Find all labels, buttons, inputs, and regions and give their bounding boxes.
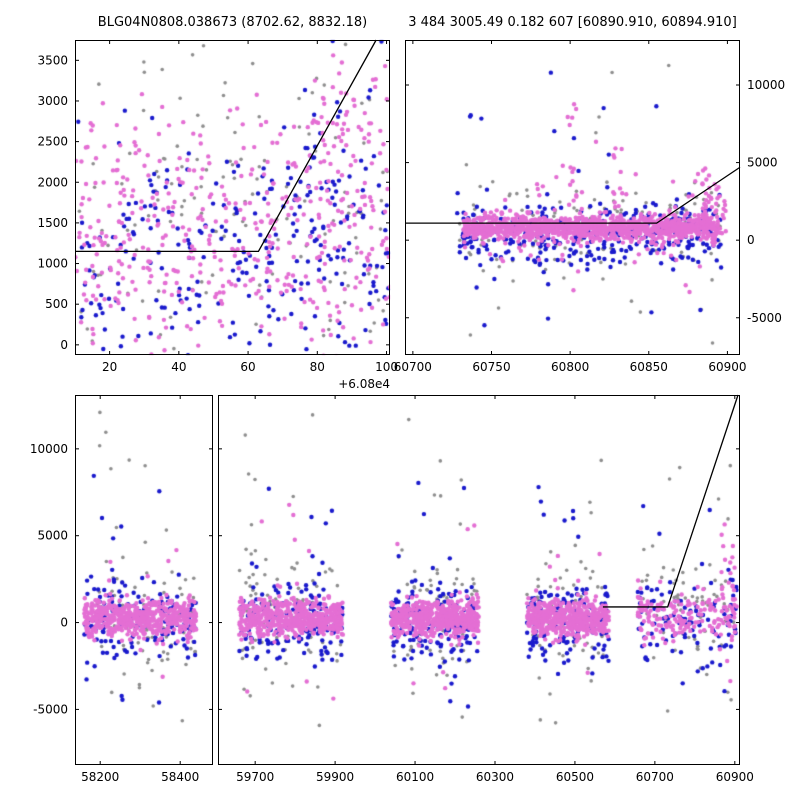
y-tick-label: 3500 xyxy=(37,53,68,67)
y-tick-label: 2000 xyxy=(37,175,68,189)
y-tick-label: -5000 xyxy=(747,311,782,325)
x-tick-label: 40 xyxy=(171,360,186,374)
model-line xyxy=(602,394,739,608)
y-tick-label: 0 xyxy=(60,616,68,630)
x-tick-label: 60800 xyxy=(551,360,589,374)
x-tick-label: 80 xyxy=(310,360,325,374)
x-tick-label: 100 xyxy=(375,360,398,374)
y-tick-label: 10000 xyxy=(30,442,68,456)
model-line xyxy=(75,39,377,253)
y-tick-label: 5000 xyxy=(37,529,68,543)
y-tick-label: -5000 xyxy=(33,702,68,716)
x-tick-label: 60100 xyxy=(396,770,434,784)
x-tick-label: 60 xyxy=(240,360,255,374)
x-tick-label: 60500 xyxy=(556,770,594,784)
figure-title-left: BLG04N0808.038673 (8702.62, 8832.18) xyxy=(97,15,368,30)
x-tick-label: 60300 xyxy=(476,770,514,784)
x-tick-label: 60900 xyxy=(708,360,746,374)
y-tick-label: 2500 xyxy=(37,135,68,149)
x-tick-label: 20 xyxy=(102,360,117,374)
x-tick-label: 60900 xyxy=(716,770,754,784)
x-tick-label: 60700 xyxy=(394,360,432,374)
x-tick-label: 60850 xyxy=(630,360,668,374)
model-line xyxy=(405,166,741,224)
axes-frame xyxy=(75,395,213,765)
axes-frame xyxy=(405,40,740,355)
x-tick-label: 59700 xyxy=(236,770,274,784)
figure-title-right: 3 484 3005.49 0.182 607 [60890.910, 6089… xyxy=(408,15,737,30)
x-tick-label: 60750 xyxy=(472,360,510,374)
y-tick-label: 500 xyxy=(45,297,68,311)
y-tick-label: 1500 xyxy=(37,216,68,230)
axes-frame xyxy=(218,395,740,765)
x-axis-offset-label: +6.08e4 xyxy=(338,377,390,391)
y-tick-label: 1000 xyxy=(37,257,68,271)
x-tick-label: 60700 xyxy=(636,770,674,784)
axes-frame xyxy=(75,40,390,355)
y-tick-label: 0 xyxy=(747,233,755,247)
x-tick-label: 58200 xyxy=(81,770,119,784)
y-tick-label: 5000 xyxy=(747,156,778,170)
y-tick-label: 3000 xyxy=(37,94,68,108)
y-tick-label: 0 xyxy=(60,338,68,352)
x-tick-label: 58400 xyxy=(161,770,199,784)
x-tick-label: 59900 xyxy=(316,770,354,784)
y-tick-label: 10000 xyxy=(747,78,785,92)
